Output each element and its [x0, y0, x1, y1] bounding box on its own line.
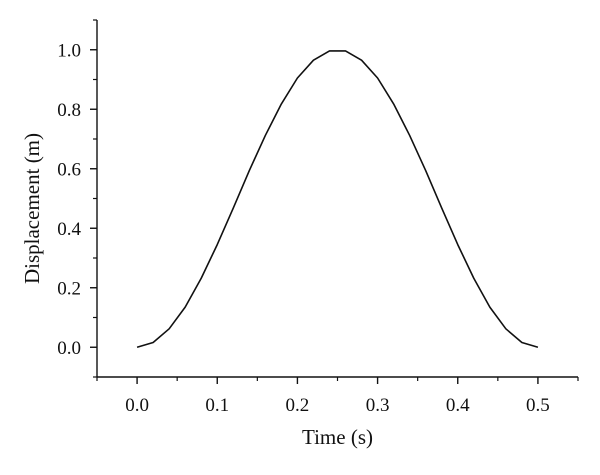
y-axis-title: Displacement (m) — [20, 133, 44, 284]
x-axis-title: Time (s) — [302, 425, 373, 449]
y-tick-label: 0.0 — [57, 338, 81, 359]
y-tick-label: 0.6 — [57, 159, 81, 180]
axes — [96, 20, 578, 378]
tick-labels: 0.0 0.2 0.4 0.6 0.8 1.0 0.0 0.1 0.2 0.3 0.4 0.5 — [57, 40, 550, 416]
y-tick-label: 1.0 — [57, 40, 81, 61]
x-tick-label: 0.5 — [526, 395, 550, 416]
x-tick-label: 0.0 — [125, 395, 149, 416]
y-tick-label: 0.8 — [57, 100, 81, 121]
y-tick-label: 0.2 — [57, 278, 81, 299]
displacement-series-line — [136, 50, 539, 349]
x-tick-label: 0.2 — [286, 395, 310, 416]
x-tick-label: 0.4 — [446, 395, 470, 416]
x-tick-label: 0.3 — [366, 395, 390, 416]
y-tick-label: 0.4 — [57, 219, 81, 240]
x-tick-label: 0.1 — [205, 395, 229, 416]
tick-marks — [90, 19, 579, 384]
